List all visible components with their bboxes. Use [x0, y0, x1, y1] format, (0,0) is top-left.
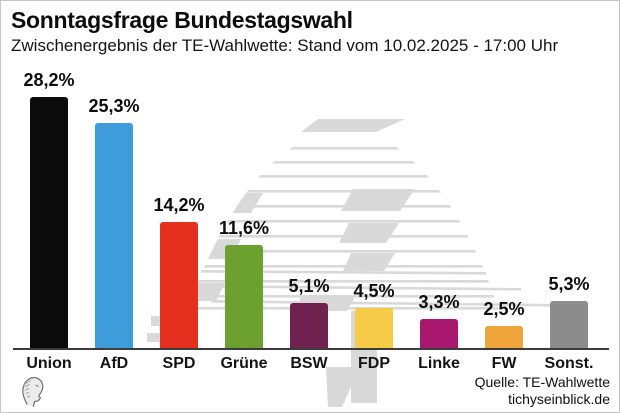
bar-sonst — [550, 301, 588, 348]
value-label-linke: 3,3% — [418, 292, 460, 312]
category-label-fdp: FDP — [358, 355, 390, 372]
bar-fdp — [355, 308, 393, 348]
bar-grüne — [225, 245, 263, 348]
value-label-sonst: 5,3% — [548, 274, 590, 294]
category-label-afd: AfD — [99, 355, 129, 372]
tichys-einblick-logo — [22, 376, 44, 407]
category-label-fw: FW — [491, 355, 517, 372]
value-label-fw: 2,5% — [483, 299, 525, 319]
value-label-spd: 14,2% — [153, 195, 205, 215]
value-label-bsw: 5,1% — [288, 276, 330, 296]
source-line: Quelle: TE-Wahlwette — [474, 374, 610, 390]
bar-spd — [160, 222, 198, 348]
header: Sonntagsfrage Bundestagswahl Zwischenerg… — [11, 7, 609, 56]
bar-bsw — [290, 303, 328, 348]
category-label-grüne: Grüne — [220, 355, 268, 372]
category-label-union: Union — [26, 355, 72, 372]
value-label-grüne: 11,6% — [218, 218, 270, 238]
value-label-afd: 25,3% — [88, 96, 140, 116]
source-url: tichyseinblick.de — [508, 391, 610, 407]
page-subtitle: Zwischenergebnis der TE-Wahlwette: Stand… — [11, 36, 559, 55]
page-title: Sonntagsfrage Bundestagswahl — [11, 7, 353, 33]
bar-linke — [420, 319, 458, 348]
category-label-bsw: BSW — [290, 355, 328, 372]
value-label-fdp: 4,5% — [353, 281, 395, 301]
bar-union — [30, 97, 68, 348]
bar-afd — [95, 123, 133, 348]
bar-fw — [485, 326, 523, 348]
category-label-spd: SPD — [162, 355, 196, 372]
category-label-linke: Linke — [418, 355, 460, 372]
category-label-sonst: Sonst. — [544, 355, 594, 372]
x-axis-line — [13, 348, 609, 350]
source-credit: Quelle: TE-Wahlwette tichyseinblick.de — [475, 374, 610, 408]
value-label-union: 28,2% — [23, 70, 75, 90]
